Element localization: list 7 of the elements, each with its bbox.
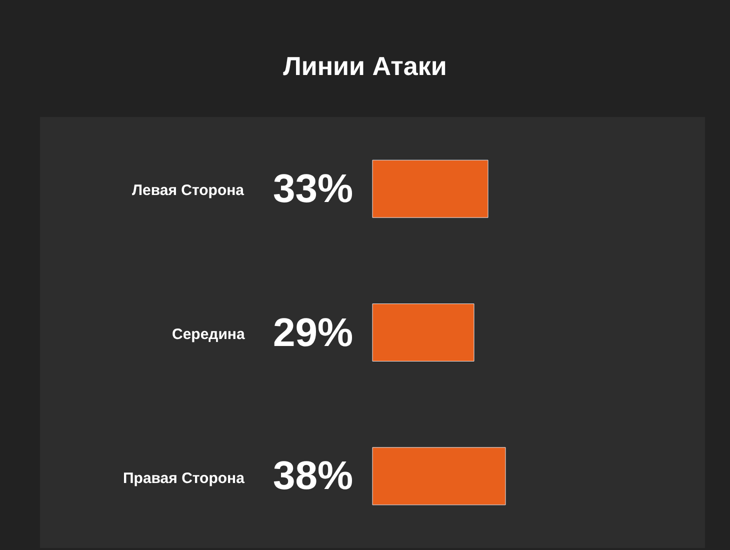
y-tick-label: Правая Сторона: [123, 470, 246, 487]
y-tick-label: Середина: [172, 326, 246, 343]
data-label: 38%: [273, 454, 354, 498]
data-label: 33%: [273, 167, 354, 211]
chart-title: Линии Атаки: [283, 51, 447, 82]
data-label: 29%: [273, 311, 354, 355]
y-tick-label: Левая Сторона: [132, 182, 245, 199]
